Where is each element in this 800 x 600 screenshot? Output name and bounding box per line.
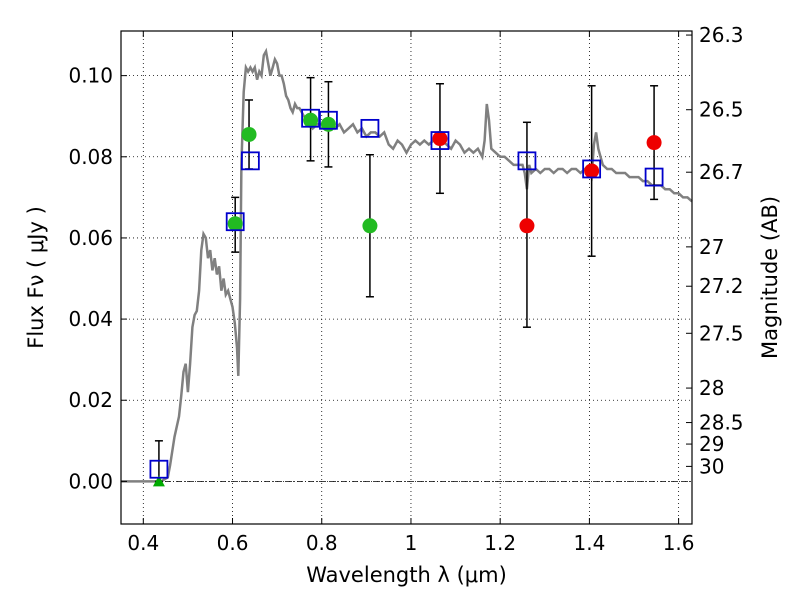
x-axis-ticks: 0.4 0.6 0.8 1 1.2 1.4 1.6 <box>127 31 695 555</box>
model-photometry-square <box>582 159 602 179</box>
x-tick-label: 1.6 <box>663 531 695 555</box>
y-tick-label: 0.08 <box>68 145 113 169</box>
x-tick-label: 1.2 <box>484 531 516 555</box>
model-photometry-square <box>149 459 169 479</box>
grid <box>121 31 692 524</box>
right-tick-label: 26.3 <box>699 23 744 47</box>
model-spectrum-line <box>121 47 693 483</box>
right-tick-label: 28.5 <box>699 411 744 435</box>
y-tick-label: 0.10 <box>68 64 113 88</box>
y-tick-label: 0.02 <box>68 388 113 412</box>
model-photometry-square <box>644 167 664 187</box>
model-photometry <box>149 108 664 479</box>
model-photometry-square <box>319 110 338 130</box>
model-photometry-square <box>225 212 245 232</box>
model-photometry-square <box>517 151 537 171</box>
observed-point <box>519 218 535 234</box>
x-tick-label: 1 <box>405 531 418 555</box>
y-axis-ticks: 0.00 0.02 0.04 0.06 0.08 0.10 <box>68 64 127 493</box>
right-tick-label: 29 <box>699 432 724 456</box>
model-photometry-square <box>360 118 380 138</box>
x-tick-label: 0.8 <box>306 531 338 555</box>
right-tick-label: 30 <box>699 454 724 478</box>
observed-point <box>303 112 319 128</box>
model-photometry-square <box>240 151 260 171</box>
right-tick-label: 27.5 <box>699 321 744 345</box>
observed-point <box>227 216 243 232</box>
right-axis-label: Magnitude (AB) <box>758 196 782 359</box>
x-axis-label: Wavelength λ (μm) <box>306 563 507 587</box>
plot-frame <box>120 30 693 525</box>
x-tick-label: 1.4 <box>573 531 605 555</box>
right-tick-label: 26.5 <box>699 98 744 122</box>
observed-point <box>646 135 662 151</box>
y-tick-label: 0.04 <box>68 307 113 331</box>
model-photometry-square <box>430 131 450 150</box>
y-tick-label: 0.06 <box>68 226 113 250</box>
y-tick-label: 0.00 <box>68 469 113 493</box>
right-tick-label: 27 <box>699 235 724 259</box>
right-tick-label: 26.7 <box>699 160 744 184</box>
right-tick-label: 27.2 <box>699 274 744 298</box>
x-tick-label: 0.6 <box>217 531 249 555</box>
x-tick-label: 0.4 <box>127 531 159 555</box>
y-axis-label: Flux Fν ( μJy ) <box>24 206 48 349</box>
right-tick-label: 28 <box>699 376 724 400</box>
observed-point <box>584 163 600 179</box>
observed-point <box>432 131 448 147</box>
observed-point <box>362 218 378 234</box>
error-bars <box>154 76 659 483</box>
observed-point <box>241 126 257 142</box>
observed-point-triangle <box>152 475 165 487</box>
